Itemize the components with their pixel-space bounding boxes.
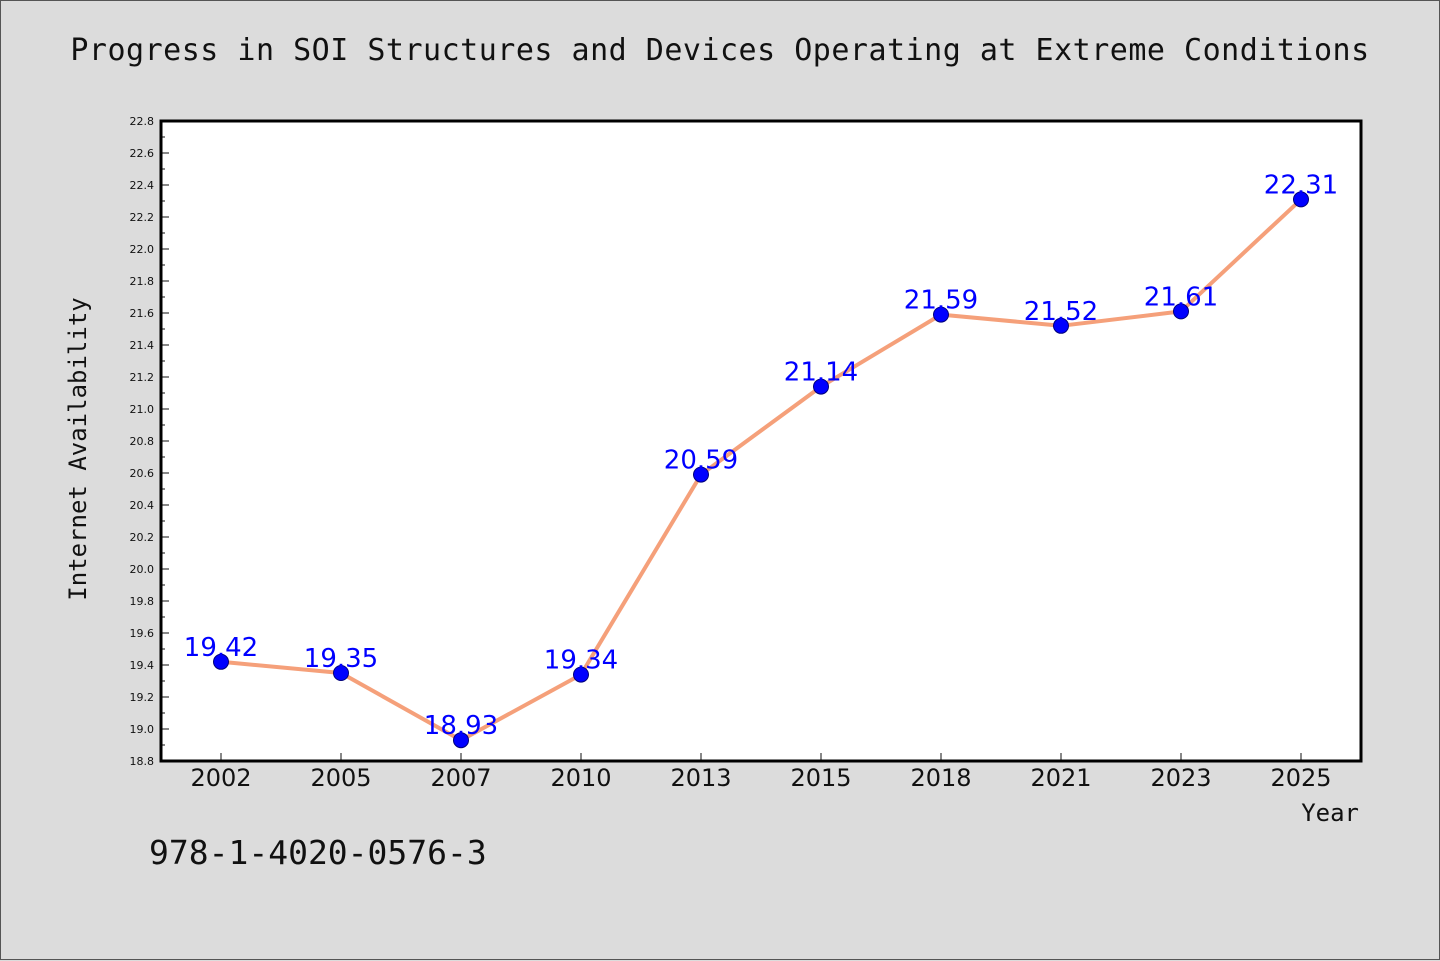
data-point (1053, 317, 1069, 334)
y-tick-label: 20.2 (130, 531, 155, 544)
plot-frame (159, 119, 1363, 763)
data-label: 20.59 (664, 446, 738, 476)
y-tick-label: 18.8 (130, 755, 155, 768)
y-tick-label: 20.4 (130, 499, 155, 512)
y-tick-label: 22.2 (130, 211, 155, 224)
y-tick-label: 21.8 (130, 275, 155, 288)
y-tick-label: 22.6 (130, 147, 155, 160)
data-label: 18.93 (424, 711, 498, 741)
x-tick-label: 2005 (310, 764, 371, 792)
data-point (573, 666, 589, 683)
plot-area (161, 121, 1361, 761)
x-tick-label: 2018 (910, 764, 971, 792)
y-tick-label: 21.2 (130, 371, 155, 384)
chart-title: Progress in SOI Structures and Devices O… (70, 33, 1370, 68)
x-tick-label: 2015 (790, 764, 851, 792)
y-tick-label: 20.8 (130, 435, 155, 448)
series-line (220, 197, 1303, 743)
y-tick-label: 22.8 (130, 115, 155, 128)
data-label: 21.59 (904, 286, 978, 316)
data-label: 19.35 (304, 644, 378, 674)
data-point (933, 306, 949, 323)
x-axis-label: Year (1301, 799, 1359, 827)
data-label: 22.31 (1264, 170, 1338, 200)
data-point (1173, 303, 1189, 320)
y-tick-label: 20.6 (130, 467, 155, 480)
data-label: 21.14 (784, 358, 858, 388)
y-tick-label: 21.6 (130, 307, 155, 320)
data-label: 19.42 (184, 633, 258, 663)
data-point (813, 378, 829, 395)
x-tick-label: 2023 (1150, 764, 1211, 792)
y-tick-label: 21.0 (130, 403, 155, 416)
y-tick-label: 19.2 (130, 691, 155, 704)
y-tick-label: 22.0 (130, 243, 155, 256)
x-tick-label: 2021 (1030, 764, 1091, 792)
y-tick-label: 20.0 (130, 563, 155, 576)
y-tick-label: 19.8 (130, 595, 155, 608)
data-point (213, 653, 229, 670)
x-tick-label: 2007 (430, 764, 491, 792)
x-tick-label: 2013 (670, 764, 731, 792)
data-point (333, 665, 349, 681)
y-tick-label: 19.6 (130, 627, 155, 640)
data-label: 21.61 (1144, 282, 1218, 312)
y-tick-label: 21.4 (130, 339, 155, 352)
y-tick-label: 22.4 (130, 179, 155, 192)
data-label: 21.52 (1024, 297, 1098, 327)
y-tick-label: 19.0 (130, 723, 155, 736)
x-tick-label: 2010 (550, 764, 611, 792)
data-point (1293, 191, 1309, 208)
footer-text: 978-1-4020-0576-3 (149, 833, 487, 872)
x-tick-label: 2025 (1270, 764, 1331, 792)
data-label: 19.34 (544, 646, 618, 676)
data-point (453, 732, 469, 749)
y-tick-label: 19.4 (130, 659, 155, 672)
data-point (693, 466, 709, 483)
y-axis-label: Internet Availability (64, 297, 92, 600)
x-tick-label: 2002 (190, 764, 251, 792)
